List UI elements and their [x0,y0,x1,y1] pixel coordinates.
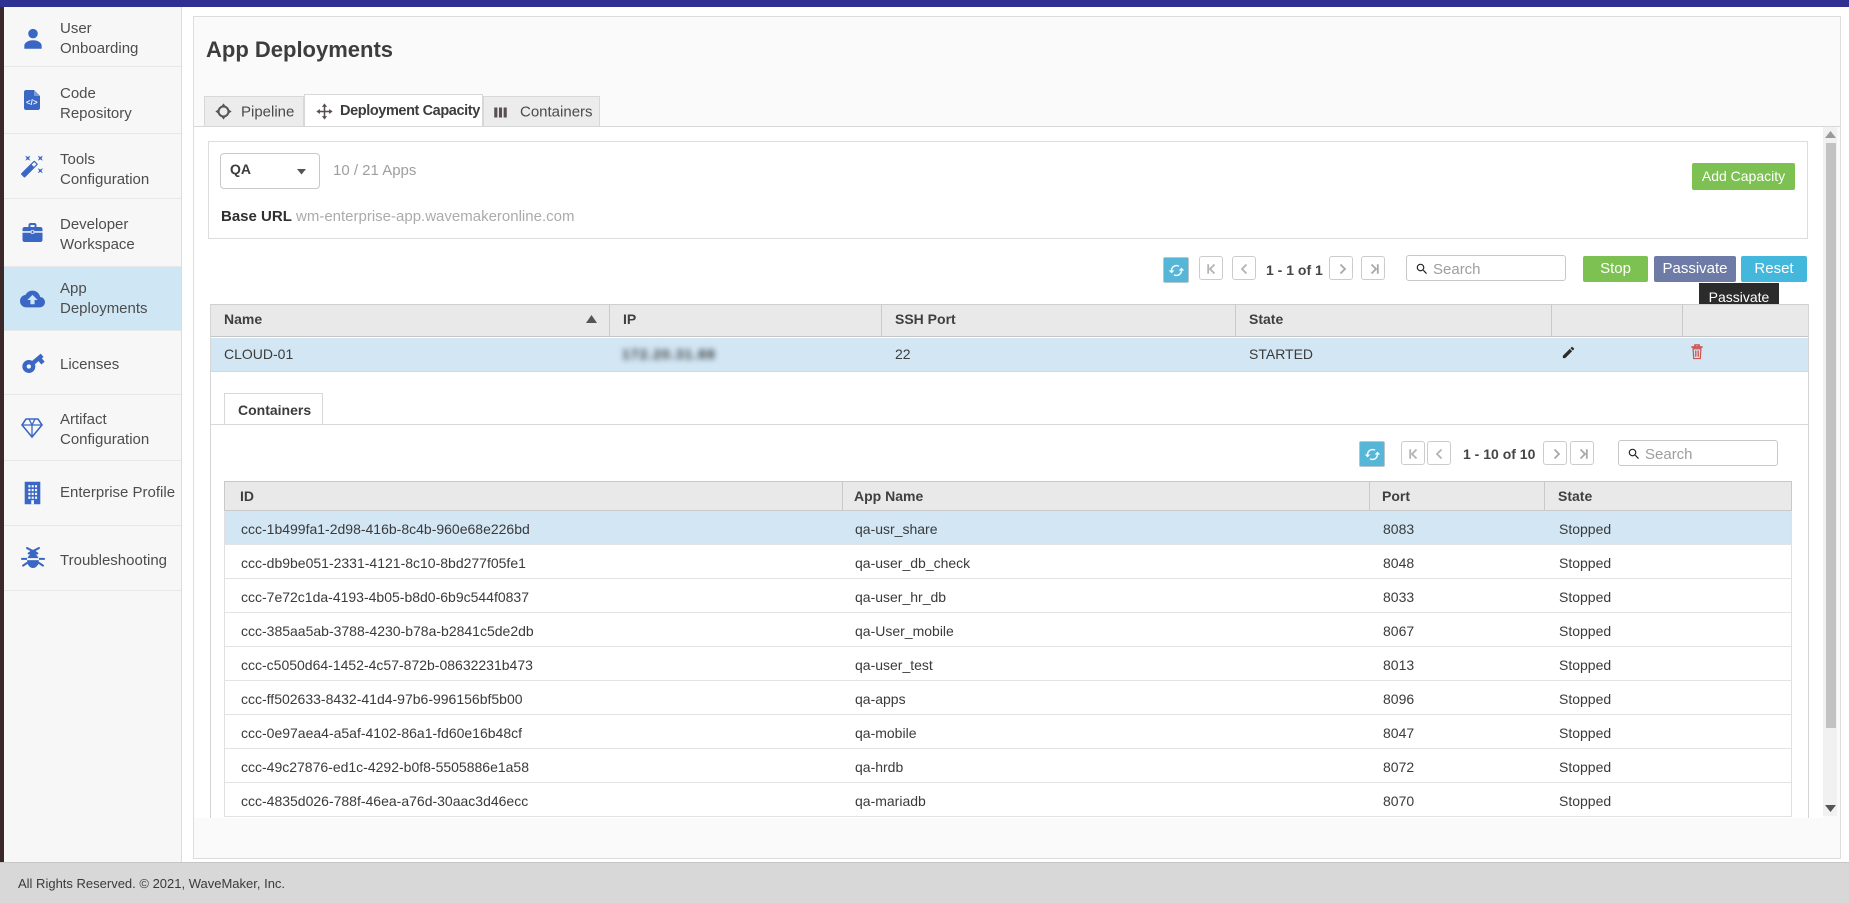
svg-text:</>: </> [26,98,38,107]
